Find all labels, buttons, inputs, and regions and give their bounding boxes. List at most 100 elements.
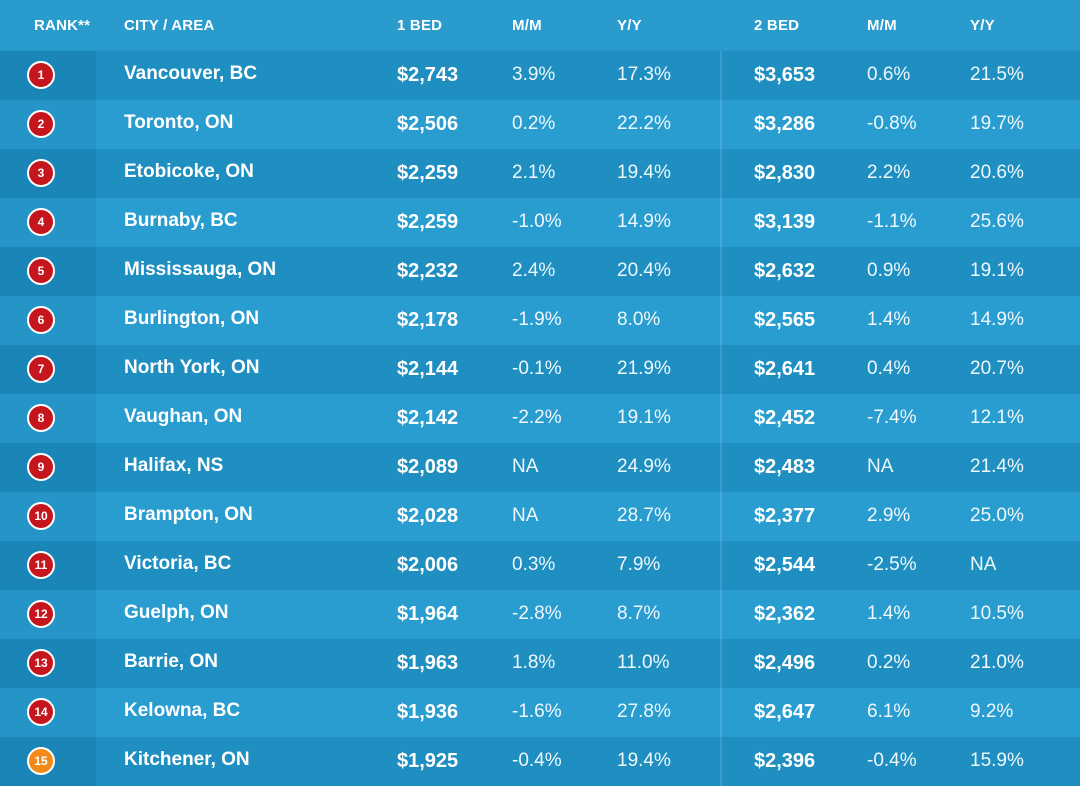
header-2bed: 2 BED [754,17,800,34]
column-divider [720,247,722,296]
two-bed-price: $2,452 [754,407,816,429]
table-row: 6 Burlington, ON $2,178 -1.9% 8.0% $2,565 1.4%… [0,296,1080,345]
one-bed-mm-change: NA [512,505,539,526]
one-bed-price: $2,142 [397,407,459,429]
header-1bed-yy: Y/Y [617,17,642,34]
two-bed-price: $2,483 [754,456,816,478]
two-bed-mm-change: 0.6% [867,64,911,85]
column-divider [720,541,722,590]
one-bed-mm-change: 3.9% [512,64,556,85]
two-bed-yy-change: 9.2% [970,701,1014,722]
one-bed-yy-change: 22.2% [617,113,671,134]
table-header: RANK** CITY / AREA 1 BED M/M Y/Y 2 BED M… [0,0,1080,50]
one-bed-price: $1,936 [397,701,459,723]
one-bed-mm-change: -2.2% [512,407,562,428]
table-row: 10 Brampton, ON $2,028 NA 28.7% $2,377 2.9% 25.… [0,492,1080,541]
one-bed-price: $2,232 [397,260,459,282]
table-row: 4 Burnaby, BC $2,259 -1.0% 14.9% $3,139 -1.1% 2… [0,198,1080,247]
one-bed-mm-change: -1.6% [512,701,562,722]
city-name: Toronto, ON [124,112,234,133]
one-bed-yy-change: 20.4% [617,260,671,281]
one-bed-yy-change: 17.3% [617,64,671,85]
two-bed-price: $2,544 [754,554,816,576]
rank-badge: 5 [27,257,55,285]
rank-badge: 2 [27,110,55,138]
city-name: Mississauga, ON [124,259,277,280]
two-bed-yy-change: 15.9% [970,750,1024,771]
two-bed-mm-change: -1.1% [867,211,917,232]
rank-badge: 3 [27,159,55,187]
rank-badge: 11 [27,551,55,579]
table-row: 9 Halifax, NS $2,089 NA 24.9% $2,483 NA 21.4% [0,443,1080,492]
one-bed-mm-change: 0.2% [512,113,556,134]
column-divider [720,296,722,345]
one-bed-yy-change: 19.4% [617,162,671,183]
two-bed-price: $2,362 [754,603,816,625]
one-bed-yy-change: 19.4% [617,750,671,771]
two-bed-yy-change: 25.6% [970,211,1024,232]
one-bed-price: $2,259 [397,162,459,184]
one-bed-price: $2,506 [397,113,459,135]
one-bed-yy-change: 28.7% [617,505,671,526]
two-bed-mm-change: 2.2% [867,162,911,183]
two-bed-yy-change: NA [970,554,997,575]
two-bed-price: $3,653 [754,64,816,86]
two-bed-yy-change: 21.5% [970,64,1024,85]
one-bed-yy-change: 21.9% [617,358,671,379]
rank-badge: 9 [27,453,55,481]
one-bed-mm-change: 1.8% [512,652,556,673]
one-bed-mm-change: 2.4% [512,260,556,281]
header-city: CITY / AREA [124,17,215,34]
header-rank: RANK** [34,17,91,34]
rank-badge: 14 [27,698,55,726]
one-bed-mm-change: -0.1% [512,358,562,379]
one-bed-price: $1,963 [397,652,459,674]
two-bed-yy-change: 19.1% [970,260,1024,281]
table-row: 13 Barrie, ON $1,963 1.8% 11.0% $2,496 0.2% 21.… [0,639,1080,688]
one-bed-price: $1,964 [397,603,459,625]
one-bed-yy-change: 11.0% [617,652,670,673]
column-divider [720,737,722,786]
two-bed-price: $2,641 [754,358,816,380]
two-bed-mm-change: 0.9% [867,260,911,281]
one-bed-mm-change: -1.0% [512,211,562,232]
one-bed-price: $2,006 [397,554,459,576]
one-bed-yy-change: 14.9% [617,211,671,232]
one-bed-yy-change: 7.9% [617,554,661,575]
city-name: North York, ON [124,357,260,378]
one-bed-yy-change: 27.8% [617,701,671,722]
two-bed-yy-change: 14.9% [970,309,1024,330]
two-bed-mm-change: -0.8% [867,113,917,134]
rank-badge: 12 [27,600,55,628]
two-bed-mm-change: -7.4% [867,407,917,428]
rank-badge: 4 [27,208,55,236]
two-bed-price: $2,632 [754,260,816,282]
two-bed-mm-change: -2.5% [867,554,917,575]
column-divider [720,198,722,247]
rank-badge: 13 [27,649,55,677]
table-row: 8 Vaughan, ON $2,142 -2.2% 19.1% $2,452 -7.4% 1… [0,394,1080,443]
city-name: Kelowna, BC [124,700,241,721]
table-row: 14 Kelowna, BC $1,936 -1.6% 27.8% $2,647 6.1% 9… [0,688,1080,737]
two-bed-price: $3,139 [754,211,816,233]
rank-badge: 6 [27,306,55,334]
table-row: 11 Victoria, BC $2,006 0.3% 7.9% $2,544 -2.5% N… [0,541,1080,590]
one-bed-yy-change: 19.1% [617,407,671,428]
two-bed-mm-change: 0.4% [867,358,911,379]
one-bed-price: $2,259 [397,211,459,233]
two-bed-price: $2,496 [754,652,816,674]
city-name: Etobicoke, ON [124,161,254,182]
city-name: Burnaby, BC [124,210,238,231]
column-divider [720,688,722,737]
city-name: Barrie, ON [124,651,218,672]
column-divider [720,492,722,541]
one-bed-mm-change: 0.3% [512,554,556,575]
city-name: Kitchener, ON [124,749,250,770]
one-bed-yy-change: 8.7% [617,603,661,624]
rank-badge: 1 [27,61,55,89]
header-1bed-mm: M/M [512,17,542,34]
two-bed-mm-change: 6.1% [867,701,911,722]
rank-badge: 15 [27,747,55,775]
column-divider [720,345,722,394]
two-bed-yy-change: 19.7% [970,113,1024,134]
